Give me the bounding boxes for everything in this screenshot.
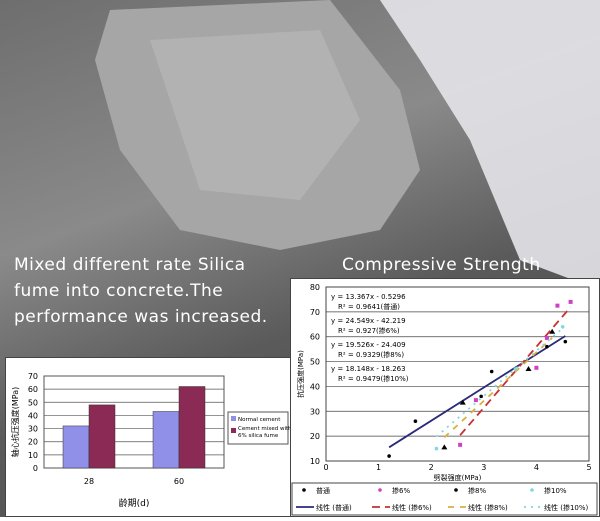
legend-swatch [231, 428, 236, 433]
legend-label: 掺6% [392, 486, 410, 495]
data-point [545, 344, 549, 349]
y-tick-label: 50 [28, 398, 38, 407]
y-tick-label: 10 [28, 451, 38, 460]
r-squared-label: R² = 0.9329(掺8%) [338, 350, 404, 359]
equation-label: y = 24.549x - 42.219 [331, 317, 406, 325]
y-tick-label: 20 [310, 432, 320, 441]
bar [152, 411, 180, 469]
data-point [560, 324, 565, 329]
legend-label: 掺10% [544, 486, 567, 495]
legend-label: 线性 (掺8%) [468, 503, 508, 512]
y-tick-label: 60 [310, 333, 320, 342]
x-axis-label: 劈裂强度(MPa) [434, 473, 482, 482]
data-point [387, 454, 391, 458]
legend-label: 线性 (普通) [316, 503, 352, 512]
x-tick-label: 2 [429, 463, 434, 472]
data-point [568, 299, 573, 304]
y-tick-label: 30 [28, 425, 38, 434]
data-point [459, 399, 466, 405]
concrete-highlight [150, 30, 360, 200]
bar [178, 386, 206, 469]
legend-label: 掺8% [468, 486, 486, 495]
x-tick-label: 4 [534, 463, 539, 472]
y-tick-label: 30 [310, 407, 320, 416]
trendline [435, 327, 564, 438]
data-point [534, 365, 539, 370]
caption-left: Mixed different rate Silica fume into co… [14, 252, 268, 330]
x-tick-label: 28 [84, 477, 94, 486]
data-point [563, 339, 568, 344]
legend-marker [454, 488, 458, 492]
x-tick-label: 3 [481, 463, 486, 472]
legend-marker [530, 488, 534, 492]
y-axis-label: 轴心抗压强度(MPa) [10, 387, 20, 458]
equation-label: y = 19.526x - 24.409 [331, 341, 406, 349]
bar-chart-panel: 0 10 20 30 40 50 60 70 28 60 龄期(d) 轴心抗压强度(MPa) Norma… [5, 357, 292, 517]
y-tick-label: 50 [310, 358, 320, 367]
legend-swatch [231, 416, 236, 421]
data-point [441, 444, 448, 450]
caption-right: Compressive Strength [342, 255, 541, 275]
caption-line: Mixed different rate Silica [14, 255, 246, 275]
white-cloth [380, 0, 600, 290]
r-squared-label: R² = 0.9641(普通) [338, 302, 400, 311]
y-tick-label: 0 [33, 464, 38, 473]
data-point [549, 328, 556, 334]
legend-label: 普通 [316, 486, 330, 495]
r-squared-label: R² = 0.9479(掺10%) [338, 374, 409, 383]
plot-area [43, 375, 225, 469]
equation-label: y = 13.367x - 0.5296 [331, 293, 406, 301]
data-point [544, 335, 549, 340]
y-tick-label: 40 [28, 411, 38, 420]
bar [62, 425, 90, 469]
data-point [413, 419, 418, 424]
legend-label: Cement mixed with 6% silica fume [238, 426, 290, 439]
bar [88, 404, 116, 469]
data-point [434, 446, 439, 451]
y-tick-label: 20 [28, 438, 38, 447]
y-tick-label: 40 [310, 382, 320, 391]
scatter-chart-panel: 10 20 30 40 50 60 70 80 0 1 2 3 4 5 劈裂强度(MPa) 抗压强度(MPa)… [290, 278, 600, 517]
legend-label: Normal cement [238, 417, 281, 423]
r-squared-label: R² = 0.927(掺6%) [338, 326, 400, 335]
legend-box [227, 411, 289, 445]
legend-label: 线性 (掺10%) [544, 503, 589, 512]
data-point [555, 303, 560, 308]
y-tick-label: 60 [28, 385, 38, 394]
trendline [388, 335, 566, 449]
legend-marker [302, 488, 306, 492]
x-tick-label: 0 [323, 463, 328, 472]
y-tick-label: 80 [310, 283, 320, 292]
plot-area [325, 286, 590, 462]
trendline [443, 337, 553, 438]
caption-line: performance was increased. [14, 307, 268, 327]
legend-box [291, 482, 598, 516]
data-point [479, 394, 483, 399]
equation-label: y = 18.148x - 18.263 [331, 365, 406, 373]
data-point [489, 369, 494, 374]
data-point [525, 366, 532, 372]
y-axis-label: 抗压强度(MPa) [296, 350, 305, 398]
caption-line: fume into concrete.The [14, 281, 224, 301]
x-tick-label: 1 [376, 463, 381, 472]
data-point [458, 442, 463, 447]
x-tick-label: 5 [586, 463, 591, 472]
y-tick-label: 70 [310, 308, 320, 317]
legend-marker [378, 488, 382, 492]
data-point [473, 398, 478, 403]
y-tick-label: 70 [28, 372, 38, 381]
legend-label: 线性 (掺6%) [392, 503, 432, 512]
scatter-chart: 10 20 30 40 50 60 70 80 0 1 2 3 4 5 劈裂强度(MPa) 抗压强度(MPa)… [291, 283, 598, 516]
y-tick-label: 10 [310, 457, 320, 466]
x-axis-label: 龄期(d) [119, 497, 150, 509]
bar-chart: 0 10 20 30 40 50 60 70 28 60 龄期(d) 轴心抗压强度(MPa) Norma… [10, 372, 292, 509]
data-point [513, 367, 518, 371]
x-tick-label: 60 [174, 477, 184, 486]
